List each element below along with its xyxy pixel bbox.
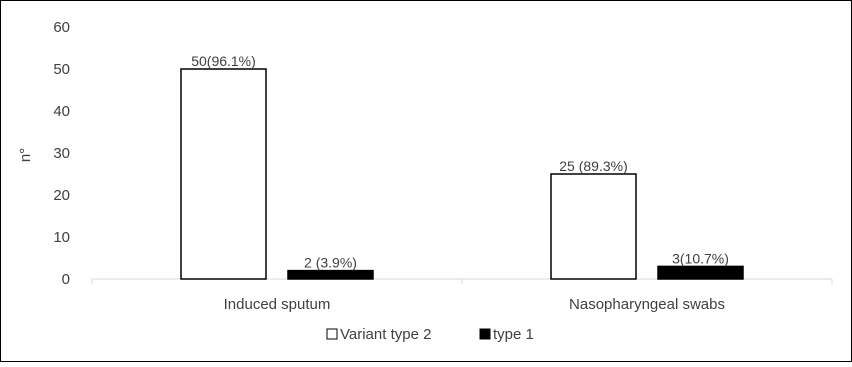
data-label: 3(10.7%)	[672, 250, 729, 266]
legend: Variant type 2 type 1	[326, 326, 534, 343]
bar	[287, 269, 374, 280]
bar	[550, 173, 637, 280]
x-tick-label: Induced sputum	[224, 296, 331, 313]
y-tick-label: 60	[53, 19, 70, 36]
legend-label: Variant type 2	[340, 326, 431, 343]
y-tick-label: 50	[53, 61, 70, 78]
legend-swatch	[326, 328, 338, 340]
data-label: 25 (89.3%)	[559, 158, 627, 174]
bar	[180, 68, 267, 280]
y-tick-label: 40	[53, 103, 70, 120]
legend-label: type 1	[493, 326, 534, 343]
y-tick-label: 20	[53, 187, 70, 204]
x-axis-ticks: Induced sputum Nasopharyngeal swabs	[91, 279, 833, 313]
y-tick-label: 30	[53, 145, 70, 162]
legend-swatch	[479, 328, 491, 340]
x-tick-label: Nasopharyngeal swabs	[569, 296, 725, 313]
y-axis-label: n°	[17, 148, 34, 162]
y-tick-label: 0	[62, 271, 70, 288]
bar	[657, 265, 744, 280]
y-axis-ticks: 0 10 20 30 40 50 60	[53, 19, 70, 288]
y-tick-label: 10	[53, 229, 70, 246]
data-label: 50(96.1%)	[191, 53, 256, 69]
bars-group: 50(96.1%) 25 (89.3%) 2 (3.9%) 3(10.7%)	[180, 53, 744, 280]
data-label: 2 (3.9%)	[304, 255, 357, 271]
